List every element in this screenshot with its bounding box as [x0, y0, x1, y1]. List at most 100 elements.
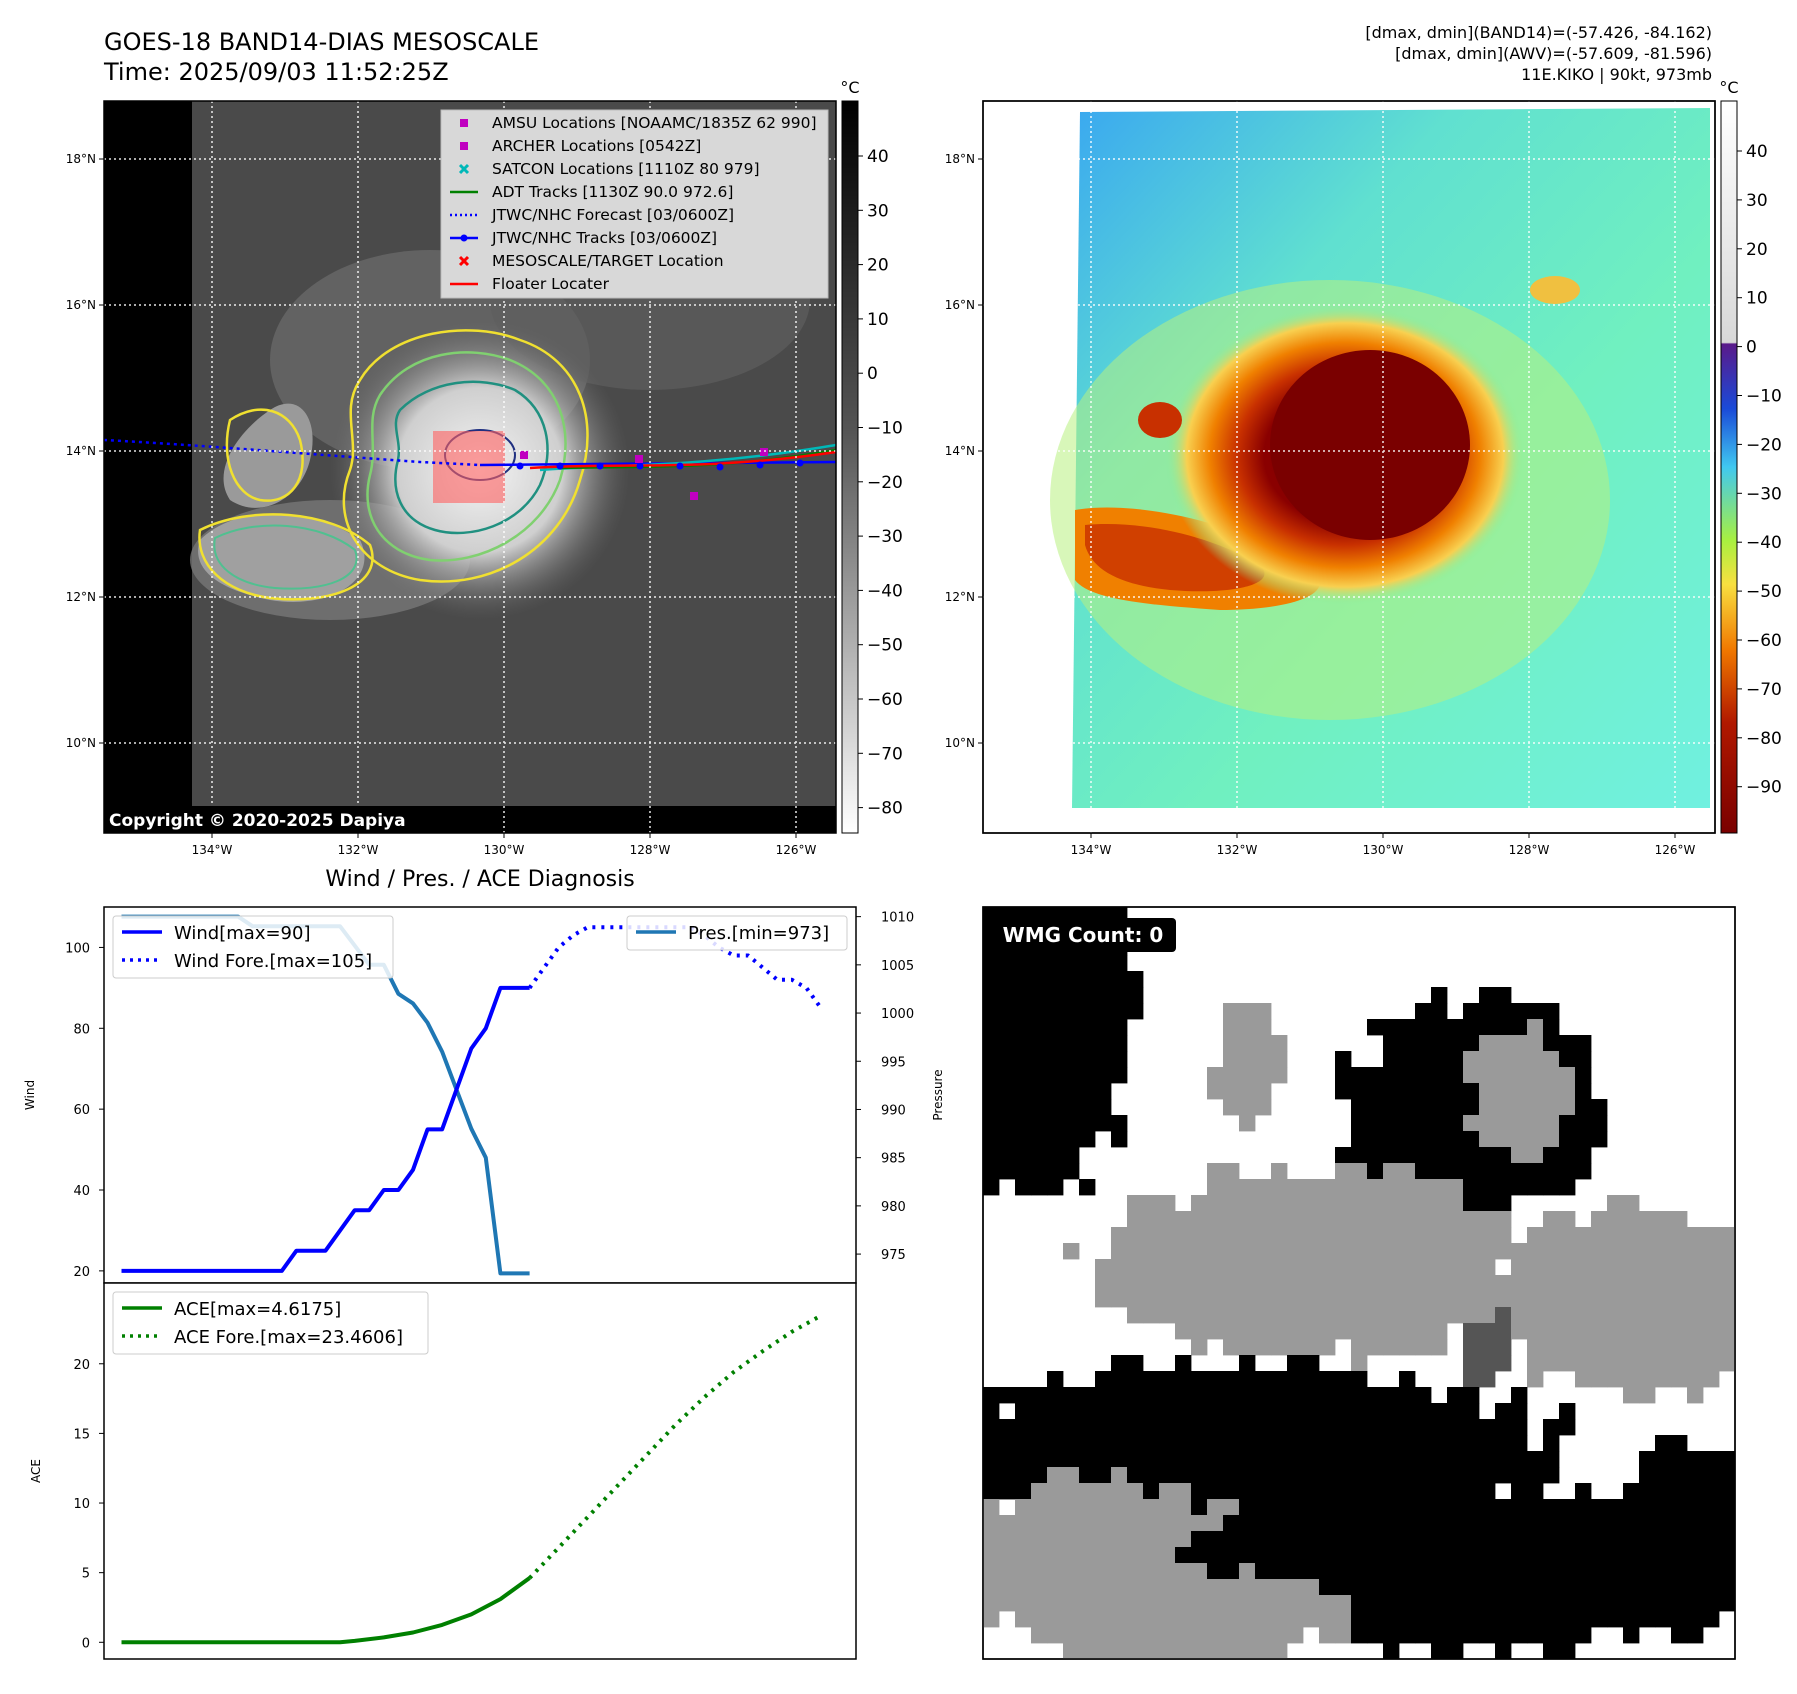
- wmg-cell: [1383, 1291, 1400, 1308]
- ir-lon-tick-label: 128°W: [630, 843, 671, 857]
- wmg-cell: [1415, 1275, 1432, 1292]
- wmg-cell: [1543, 1643, 1560, 1660]
- wmg-cell: [1399, 1435, 1416, 1452]
- wmg-cell: [1479, 1291, 1496, 1308]
- wmg-cell: [1143, 1451, 1160, 1468]
- wmg-cell: [1655, 1307, 1672, 1324]
- wmg-cell: [1511, 1259, 1528, 1276]
- wmg-cell: [1527, 1083, 1544, 1100]
- wmg-cell: [1207, 1307, 1224, 1324]
- wmg-cell: [1031, 1179, 1048, 1196]
- wmg-cell: [1271, 1499, 1288, 1516]
- wmg-cell: [1287, 1547, 1304, 1564]
- legend-wind-label: Wind[max=90]: [174, 923, 311, 944]
- wmg-cell: [1671, 1547, 1688, 1564]
- wmg-cell: [1687, 1387, 1704, 1404]
- wmg-cell: [1047, 1531, 1064, 1548]
- wmg-cell: [1415, 1563, 1432, 1580]
- wmg-cell: [1591, 1371, 1608, 1388]
- wmg-cell: [1303, 1403, 1320, 1420]
- ace-legend: ACE[max=4.6175] ACE Fore.[max=23.4606]: [112, 1291, 429, 1355]
- wmg-cell: [1111, 1547, 1128, 1564]
- wmg-cell: [1287, 1211, 1304, 1228]
- wmg-cell: [1703, 1323, 1720, 1340]
- wmg-cell: [1223, 1387, 1240, 1404]
- wmg-cell: [1479, 1147, 1496, 1164]
- wmg-cell: [1447, 1195, 1464, 1212]
- wmg-cell: [1511, 1275, 1528, 1292]
- legend-marker-x: [458, 255, 470, 267]
- wmg-cell: [1239, 1515, 1256, 1532]
- wmg-cell: [1271, 1163, 1288, 1180]
- wmg-cell: [1239, 1387, 1256, 1404]
- wmg-cell: [1655, 1323, 1672, 1340]
- wmg-cell: [1143, 1579, 1160, 1596]
- wmg-cell: [1223, 1211, 1240, 1228]
- wmg-cell: [1239, 1595, 1256, 1612]
- wmg-cell: [1511, 1147, 1528, 1164]
- wmg-cell: [1447, 1483, 1464, 1500]
- legend-entry-label: ADT Tracks [1130Z 90.0 972.6]: [492, 183, 733, 201]
- wmg-cell: [1511, 1019, 1528, 1036]
- wmg-cell: [1431, 1323, 1448, 1340]
- wmg-cell: [1639, 1467, 1656, 1484]
- wmg-cell: [1527, 1323, 1544, 1340]
- pressure-tick-label: 1005: [881, 959, 914, 974]
- ir-colorbar-tick-label: −10: [867, 419, 903, 439]
- wmg-cell: [1511, 1403, 1528, 1420]
- wmg-cell: [1719, 1339, 1736, 1356]
- wmg-cell: [1543, 1259, 1560, 1276]
- wmg-cell: [1271, 1467, 1288, 1484]
- wmg-cell: [1671, 1371, 1688, 1388]
- wmg-cell: [999, 1083, 1016, 1100]
- wmg-cell: [1559, 1531, 1576, 1548]
- wmg-cell: [1063, 971, 1080, 988]
- wmg-cell: [1207, 1595, 1224, 1612]
- wmg-cell: [1415, 1611, 1432, 1628]
- diagnosis-title: Wind / Pres. / ACE Diagnosis: [325, 867, 634, 892]
- wmg-cell: [1559, 1227, 1576, 1244]
- wmg-cell: [1047, 1595, 1064, 1612]
- wmg-cell: [1255, 1643, 1272, 1660]
- wmg-cell: [1575, 1147, 1592, 1164]
- wmg-cell: [1031, 1547, 1048, 1564]
- wmg-cell: [1431, 1499, 1448, 1516]
- wmg-cell: [1415, 1531, 1432, 1548]
- wmg-cell: [1271, 1547, 1288, 1564]
- wmg-cell: [1031, 1131, 1048, 1148]
- wmg-cell: [1655, 1355, 1672, 1372]
- wmg-cell: [1271, 1307, 1288, 1324]
- wmg-cell: [1239, 1179, 1256, 1196]
- wmg-cell: [1143, 1467, 1160, 1484]
- wmg-cell: [1335, 1227, 1352, 1244]
- wmg-cell: [1143, 1387, 1160, 1404]
- wmg-cell: [1591, 1211, 1608, 1228]
- wmg-cell: [1607, 1531, 1624, 1548]
- wmg-cell: [1479, 1563, 1496, 1580]
- wmg-cell: [1479, 1179, 1496, 1196]
- awv-colorbar-tick-label: −10: [1746, 387, 1782, 407]
- wmg-cell: [1527, 1147, 1544, 1164]
- wmg-cell: [1479, 1227, 1496, 1244]
- wmg-cell: [1671, 1515, 1688, 1532]
- wmg-cell: [1447, 1067, 1464, 1084]
- wmg-cell: [1111, 1515, 1128, 1532]
- wmg-cell: [1079, 1595, 1096, 1612]
- wmg-cell: [1575, 1483, 1592, 1500]
- wmg-cell: [1159, 1499, 1176, 1516]
- wmg-cell: [1463, 1163, 1480, 1180]
- wmg-cell: [1239, 1291, 1256, 1308]
- wmg-cell: [1431, 1083, 1448, 1100]
- wmg-cell: [1319, 1291, 1336, 1308]
- wmg-cell: [1207, 1435, 1224, 1452]
- wmg-cell: [1383, 1451, 1400, 1468]
- legend-entry-label: MESOSCALE/TARGET Location: [492, 252, 724, 270]
- wmg-cell: [1255, 1323, 1272, 1340]
- wmg-cell: [1495, 1003, 1512, 1020]
- wmg-cell: [1031, 1451, 1048, 1468]
- wmg-count-badge: [990, 918, 1176, 952]
- wmg-cell: [1207, 1419, 1224, 1436]
- wmg-cell: [1671, 1307, 1688, 1324]
- wmg-cell: [1175, 1387, 1192, 1404]
- wmg-cell: [1111, 1259, 1128, 1276]
